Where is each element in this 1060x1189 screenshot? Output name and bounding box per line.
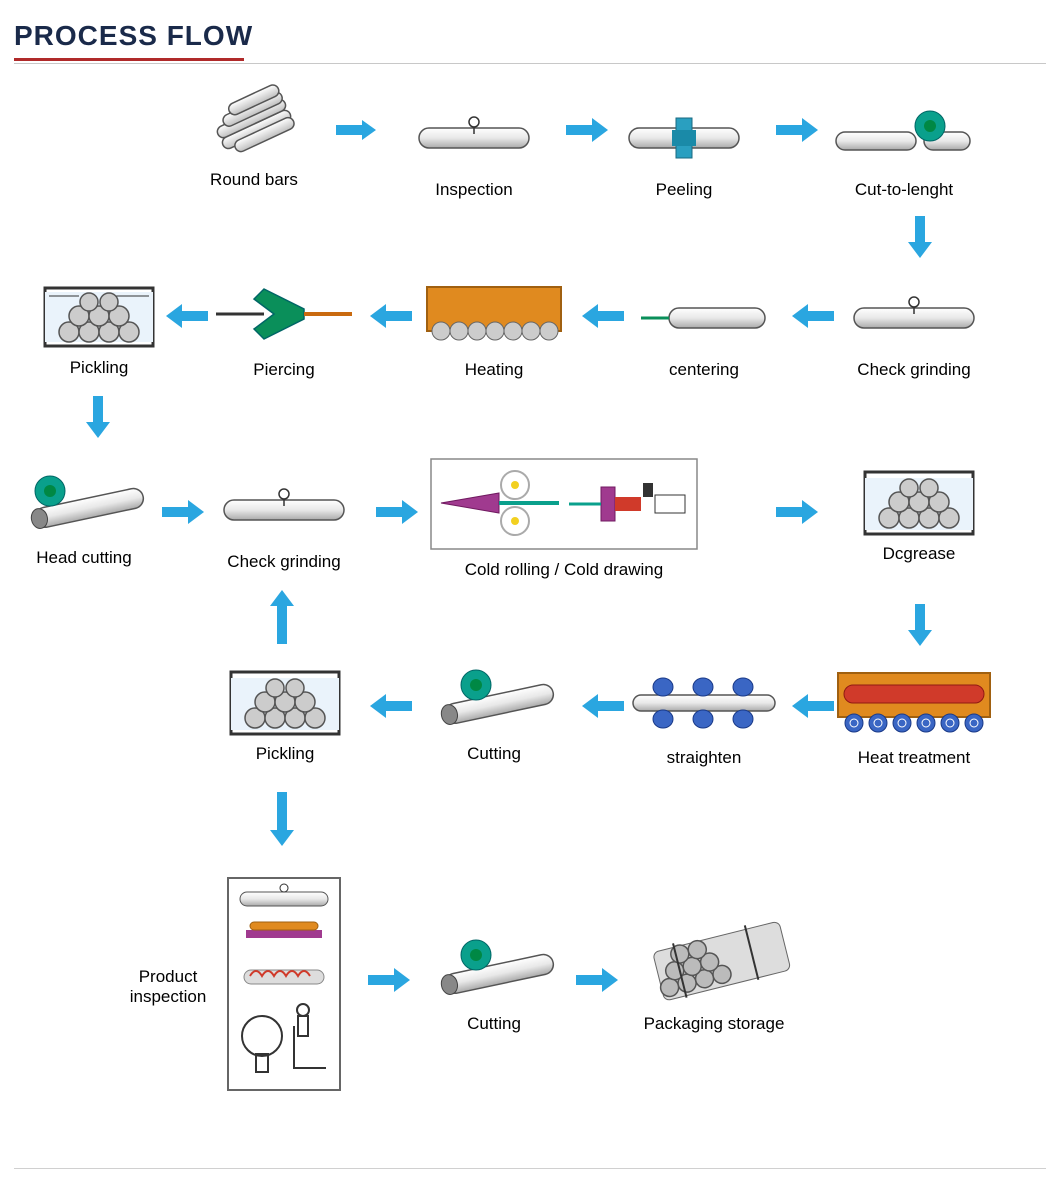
step-inspection: Inspection [394, 94, 554, 200]
arrow-up-icon [264, 590, 300, 646]
step-check-grinding-1: Check grinding [834, 274, 994, 380]
step-cutting-1: Cutting [414, 658, 574, 764]
grinding-icon [834, 274, 994, 354]
page-title: PROCESS FLOW [14, 20, 1046, 52]
packaging-icon [614, 908, 814, 1008]
step-label: Cutting [414, 1014, 574, 1034]
step-label: Cut-to-lenght [824, 180, 984, 200]
step-round-bars: Round bars [174, 84, 334, 190]
step-label: Heat treatment [834, 748, 994, 768]
step-cut-to-length: Cut-to-lenght [824, 94, 984, 200]
inspection-icon [394, 94, 554, 174]
step-peeling: Peeling [604, 94, 764, 200]
cutting-icon [414, 928, 574, 1008]
step-label: Product inspection [118, 967, 218, 1006]
step-label: Cutting [414, 744, 574, 764]
step-heat-treatment: Heat treatment [834, 662, 994, 768]
step-product-inspection: Product inspection [118, 874, 358, 1094]
flow-diagram: Round bars Inspection Pee [14, 74, 1046, 1164]
arrow-left-icon [370, 688, 414, 724]
grinding-icon [204, 466, 364, 546]
step-piercing: Piercing [204, 274, 364, 380]
step-pickling-2: Pickling [210, 658, 360, 764]
step-centering: centering [624, 274, 784, 380]
step-label: straighten [624, 748, 784, 768]
step-label: Heating [414, 360, 574, 380]
step-label: Check grinding [204, 552, 364, 572]
step-label: Packaging storage [614, 1014, 814, 1034]
title-underline [14, 58, 244, 61]
step-label: Pickling [24, 358, 174, 378]
arrow-down-icon [902, 602, 938, 646]
arrow-right-icon [374, 494, 418, 530]
title-section: PROCESS FLOW [14, 20, 1046, 64]
arrow-left-icon [582, 688, 626, 724]
pickling-icon [24, 272, 174, 352]
arrow-right-icon [774, 112, 818, 148]
arrow-down-icon [264, 790, 300, 846]
step-pickling-1: Pickling [24, 272, 174, 378]
page-container: PROCESS FLOW [0, 0, 1060, 1189]
cutting-icon [414, 658, 574, 738]
step-packaging: Packaging storage [614, 908, 814, 1034]
arrow-down-icon [80, 394, 116, 438]
step-straighten: straighten [624, 662, 784, 768]
head-cutting-icon [4, 462, 164, 542]
step-label: Check grinding [834, 360, 994, 380]
centering-icon [624, 274, 784, 354]
arrow-left-icon [370, 298, 414, 334]
round-bars-icon [174, 84, 334, 164]
arrow-right-icon [334, 112, 378, 148]
step-label: Peeling [604, 180, 764, 200]
arrow-left-icon [582, 298, 626, 334]
arrow-right-icon [774, 494, 818, 530]
step-label: Head cutting [4, 548, 164, 568]
step-head-cutting: Head cutting [4, 462, 164, 568]
step-label: Dcgrease [844, 544, 994, 564]
step-label: Piercing [204, 360, 364, 380]
arrow-right-icon [564, 112, 608, 148]
step-heating: Heating [414, 274, 574, 380]
straighten-icon [624, 662, 784, 742]
cut-icon [824, 94, 984, 174]
arrow-left-icon [166, 298, 210, 334]
step-label: Pickling [210, 744, 360, 764]
step-label: Cold rolling / Cold drawing [424, 560, 704, 580]
step-label: Round bars [174, 170, 334, 190]
pickling-icon [210, 658, 360, 738]
piercing-icon [204, 274, 364, 354]
arrow-right-icon [366, 962, 410, 998]
step-check-grinding-2: Check grinding [204, 466, 364, 572]
step-cutting-2: Cutting [414, 928, 574, 1034]
step-label: Inspection [394, 180, 554, 200]
heating-icon [414, 274, 574, 354]
step-degrease: Dcgrease [844, 458, 994, 564]
product-inspection-icon [224, 874, 344, 1094]
heat-treatment-icon [834, 662, 994, 742]
arrow-left-icon [792, 298, 836, 334]
peeling-icon [604, 94, 764, 174]
arrow-right-icon [574, 962, 618, 998]
arrow-left-icon [792, 688, 836, 724]
arrow-right-icon [160, 494, 204, 530]
step-label: centering [624, 360, 784, 380]
title-hr [14, 63, 1046, 64]
bottom-hr [14, 1168, 1046, 1169]
degrease-icon [844, 458, 994, 538]
step-cold-rolling: Cold rolling / Cold drawing [424, 454, 704, 580]
cold-rolling-icon [424, 454, 704, 554]
arrow-down-icon [902, 214, 938, 258]
